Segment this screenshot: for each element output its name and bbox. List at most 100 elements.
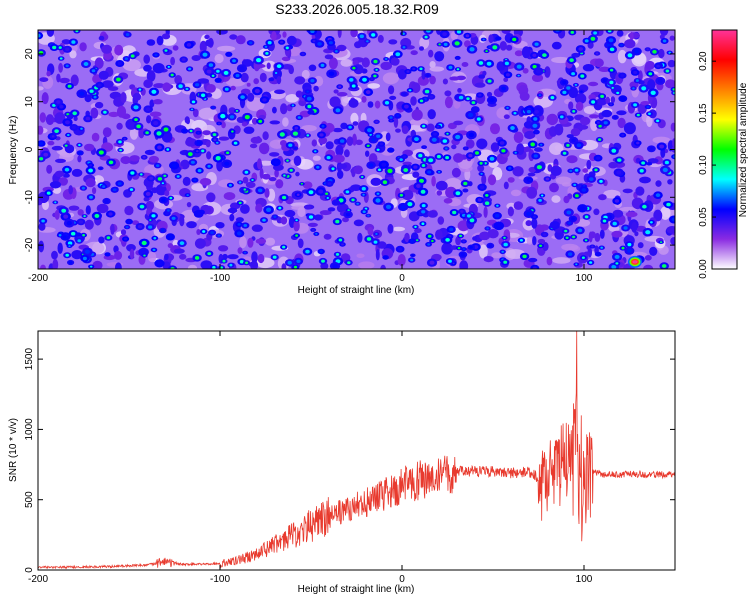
heatmap-cell xyxy=(634,49,640,54)
heatmap-cell xyxy=(489,98,495,103)
heatmap-cell xyxy=(153,121,159,126)
heatmap-cell xyxy=(367,214,370,217)
heatmap-cell xyxy=(659,30,669,36)
heatmap-cell xyxy=(474,82,486,88)
heatmap-cell xyxy=(108,212,113,216)
heatmap-cell xyxy=(576,143,582,148)
heatmap-cell xyxy=(512,37,517,42)
heatmap-cell xyxy=(601,109,613,118)
heatmap-cell xyxy=(418,153,423,158)
heatmap-cell xyxy=(149,176,154,180)
heatmap-cell xyxy=(457,247,461,250)
heatmap-cell xyxy=(373,59,378,64)
heatmap-cell xyxy=(436,125,440,128)
heatmap-cell xyxy=(124,237,128,241)
heatmap-cell xyxy=(530,142,535,147)
heatmap-y-tick-label: -10 xyxy=(24,190,35,205)
heatmap-cell xyxy=(220,113,226,119)
heatmap-cell xyxy=(104,199,109,203)
heatmap-cell xyxy=(307,104,312,109)
heatmap-cell xyxy=(656,64,660,68)
heatmap-cell xyxy=(429,66,445,72)
heatmap-cell xyxy=(501,250,505,253)
heatmap-cell xyxy=(460,252,465,257)
heatmap-cell xyxy=(486,227,489,230)
heatmap-cell xyxy=(262,131,269,141)
heatmap-cell xyxy=(611,230,623,238)
heatmap-cell xyxy=(603,78,607,83)
heatmap-cell xyxy=(265,52,269,55)
heatmap-cell xyxy=(648,72,653,76)
heatmap-cell xyxy=(445,147,448,150)
heatmap-cell xyxy=(125,33,130,37)
heatmap-cell xyxy=(206,84,216,93)
heatmap-cell xyxy=(376,134,381,138)
heatmap-cell xyxy=(208,63,214,67)
heatmap-cell xyxy=(314,214,323,221)
heatmap-cell xyxy=(295,171,300,177)
heatmap-cell xyxy=(78,220,84,224)
heatmap-cell xyxy=(526,110,531,114)
heatmap-cell xyxy=(555,176,572,185)
heatmap-cell xyxy=(624,39,636,49)
heatmap-cell xyxy=(564,229,568,233)
snr-series-line xyxy=(38,331,675,570)
heatmap-cell xyxy=(571,72,575,76)
heatmap-cell xyxy=(367,128,372,133)
heatmap-cell xyxy=(464,147,467,150)
heatmap-cell xyxy=(356,253,365,259)
heatmap-cell xyxy=(92,260,103,269)
heatmap-cell xyxy=(510,189,522,197)
heatmap-cell xyxy=(326,156,331,160)
heatmap-cell xyxy=(396,114,400,117)
heatmap-cell xyxy=(569,169,573,172)
heatmap-cell xyxy=(479,161,483,165)
heatmap-cell xyxy=(156,164,160,168)
heatmap-cell xyxy=(551,195,561,203)
heatmap-cell xyxy=(143,254,146,257)
heatmap-cell xyxy=(217,45,236,52)
heatmap-cell xyxy=(255,238,267,244)
heatmap-cell xyxy=(83,62,89,66)
heatmap-cell xyxy=(345,190,350,194)
heatmap-cell xyxy=(54,201,57,204)
heatmap-cell xyxy=(54,209,60,220)
heatmap-cell xyxy=(380,61,393,71)
heatmap-cell xyxy=(506,106,509,109)
heatmap-cell xyxy=(46,30,55,37)
heatmap-cell xyxy=(627,248,632,253)
heatmap-cell xyxy=(215,156,221,161)
heatmap-cell xyxy=(627,242,632,247)
heatmap-cell xyxy=(497,37,500,40)
heatmap-cell xyxy=(584,39,589,43)
heatmap-cell xyxy=(574,168,579,172)
heatmap-cell xyxy=(451,167,461,178)
heatmap-cell xyxy=(573,183,577,186)
heatmap-cell xyxy=(402,155,406,158)
heatmap-cell xyxy=(39,157,44,161)
heatmap-cell xyxy=(645,60,655,70)
heatmap-cell xyxy=(239,260,244,264)
heatmap-cell xyxy=(129,188,134,191)
heatmap-cell xyxy=(116,105,127,118)
heatmap-cell xyxy=(68,185,73,195)
heatmap-cell xyxy=(644,254,652,261)
heatmap-cell xyxy=(577,228,583,233)
heatmap-cell xyxy=(253,78,259,85)
heatmap-cell xyxy=(579,206,585,211)
heatmap-cell xyxy=(623,122,636,135)
heatmap-cell xyxy=(197,169,202,173)
heatmap-cell xyxy=(512,166,524,177)
heatmap-cell xyxy=(378,168,381,172)
heatmap-cell xyxy=(141,250,147,255)
heatmap-cell xyxy=(582,168,589,173)
heatmap-cell xyxy=(58,46,62,49)
heatmap-cell xyxy=(429,61,436,68)
heatmap-cell xyxy=(216,159,224,172)
heatmap-cell xyxy=(532,64,537,69)
heatmap-cell xyxy=(362,210,366,213)
heatmap-cell xyxy=(319,133,324,137)
heatmap-cell xyxy=(145,107,151,112)
heatmap-cell xyxy=(149,111,162,117)
heatmap-cell xyxy=(202,230,206,233)
